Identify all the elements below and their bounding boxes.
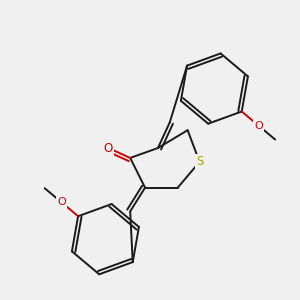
Text: O: O: [104, 142, 113, 154]
Text: O: O: [57, 197, 66, 207]
Text: S: S: [196, 155, 203, 168]
Text: O: O: [254, 121, 263, 130]
